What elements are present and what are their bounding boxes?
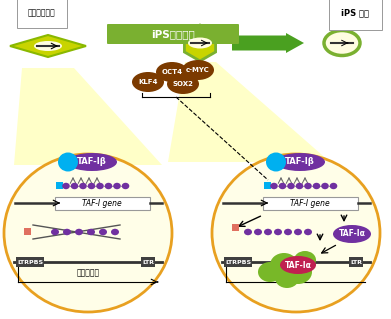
Ellipse shape [254,229,262,235]
Ellipse shape [167,74,199,94]
Text: TAF-I gene: TAF-I gene [290,199,330,208]
Ellipse shape [113,183,121,189]
Bar [232,224,239,231]
Text: SOX2: SOX2 [172,81,194,87]
Ellipse shape [284,229,292,235]
Text: LTRPBS: LTRPBS [225,259,251,264]
Ellipse shape [88,183,95,189]
Ellipse shape [274,229,282,235]
Ellipse shape [321,183,329,189]
Ellipse shape [58,152,78,172]
Text: TAF-Iβ: TAF-Iβ [77,158,107,167]
Ellipse shape [51,229,59,235]
Ellipse shape [99,229,107,235]
Ellipse shape [63,229,71,235]
Bar [264,182,271,189]
FancyArrow shape [232,33,304,53]
Ellipse shape [67,153,117,171]
Ellipse shape [287,183,295,189]
Ellipse shape [264,229,272,235]
Ellipse shape [105,183,112,189]
Ellipse shape [71,183,78,189]
Ellipse shape [275,153,325,171]
Text: OCT4: OCT4 [161,69,183,75]
Bar [55,197,150,210]
Ellipse shape [212,154,380,312]
Ellipse shape [294,229,302,235]
Text: 逆转录病毒: 逆转录病毒 [284,269,308,278]
Ellipse shape [304,183,312,189]
Ellipse shape [296,183,303,189]
Polygon shape [10,35,86,57]
Bar [263,197,358,210]
Ellipse shape [111,229,119,235]
Ellipse shape [333,225,371,243]
Ellipse shape [313,183,320,189]
Bar [24,228,31,235]
Text: TAF-I gene: TAF-I gene [82,199,122,208]
Text: iPS细胞诱导: iPS细胞诱导 [151,29,195,39]
Bar [16,257,44,267]
Text: KLF4: KLF4 [138,79,158,85]
Text: TAF-Iα: TAF-Iα [285,261,312,270]
Ellipse shape [188,38,212,48]
Ellipse shape [156,62,188,82]
Bar [56,182,63,189]
Polygon shape [14,68,162,165]
Ellipse shape [75,229,83,235]
Ellipse shape [284,260,312,284]
Text: TAF-Iβ: TAF-Iβ [285,158,315,167]
Ellipse shape [270,253,298,277]
Ellipse shape [244,229,252,235]
Ellipse shape [304,229,312,235]
Text: 被诱导前细胞: 被诱导前细胞 [28,8,56,17]
Ellipse shape [34,41,62,51]
Ellipse shape [266,152,286,172]
Ellipse shape [96,183,104,189]
Ellipse shape [330,183,337,189]
Ellipse shape [258,262,282,282]
Text: LTRPBS: LTRPBS [17,259,43,264]
Bar [141,257,155,267]
Bar [224,257,251,267]
Ellipse shape [324,31,360,56]
FancyBboxPatch shape [107,24,239,44]
Ellipse shape [62,183,70,189]
Ellipse shape [270,183,278,189]
Ellipse shape [87,229,95,235]
Ellipse shape [182,60,214,80]
Ellipse shape [280,256,316,274]
Ellipse shape [279,183,286,189]
Polygon shape [185,25,215,61]
Ellipse shape [294,251,316,269]
Ellipse shape [79,183,87,189]
Text: LTR: LTR [142,259,154,264]
Polygon shape [168,62,330,162]
Text: iPS 细胞: iPS 细胞 [341,8,369,17]
Ellipse shape [4,154,172,312]
Bar [349,257,363,267]
Ellipse shape [275,268,299,288]
Text: TAF-Iα: TAF-Iα [339,229,366,239]
Text: c-MYC: c-MYC [186,67,210,73]
Text: 逆转录病毒: 逆转录病毒 [76,269,100,278]
Ellipse shape [122,183,129,189]
Text: LTR: LTR [350,259,362,264]
Ellipse shape [132,72,164,92]
